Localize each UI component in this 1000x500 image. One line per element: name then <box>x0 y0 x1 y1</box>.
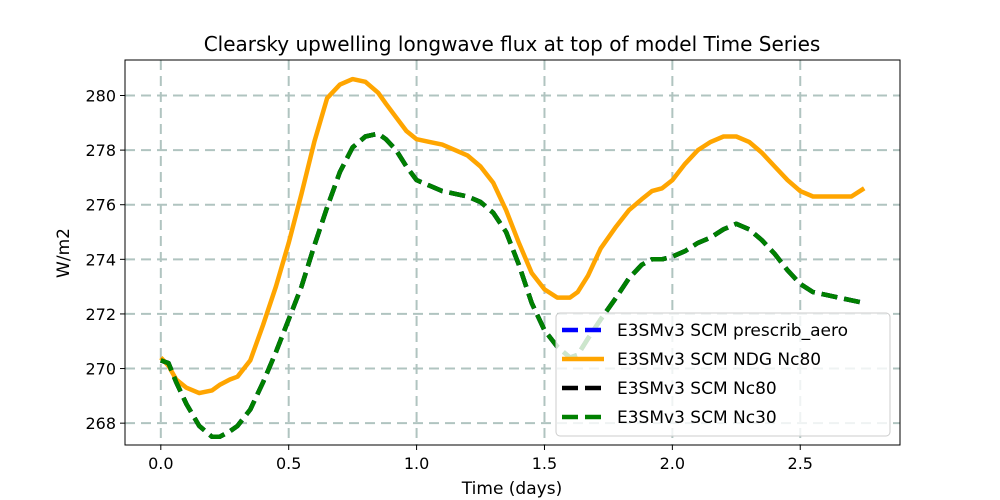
series-lines <box>159 76 866 440</box>
x-tick-label: 1.5 <box>532 454 557 473</box>
x-tick-label: 1.0 <box>404 454 429 473</box>
y-axis: 268 270 272 274 276 278 280 <box>85 86 125 433</box>
y-tick-label: 272 <box>85 305 116 324</box>
plot-frame <box>124 59 901 446</box>
series-line-3 <box>160 131 865 440</box>
chart-title: Clearsky upwelling longwave flux at top … <box>204 32 821 56</box>
x-tick-label: 0.5 <box>276 454 301 473</box>
legend-label: E3SMv3 SCM Nc80 <box>617 379 777 399</box>
legend-label: E3SMv3 SCM NDG Nc80 <box>617 350 821 370</box>
y-tick-label: 278 <box>85 141 116 160</box>
y-tick-label: 270 <box>85 360 116 379</box>
x-axis: 0.0 0.5 1.0 1.5 2.0 2.5 <box>148 445 813 473</box>
y-tick-label: 280 <box>85 86 116 105</box>
legend-box <box>555 312 891 437</box>
x-tick-label: 2.5 <box>788 454 813 473</box>
y-tick-label: 274 <box>85 250 116 269</box>
x-tick-label: 2.0 <box>660 454 685 473</box>
legend: E3SMv3 SCM prescrib_aero E3SMv3 SCM NDG N… <box>555 312 891 437</box>
y-axis-label: W/m2 <box>54 228 74 278</box>
y-tick-label: 276 <box>85 196 116 215</box>
x-axis-label: Time (days) <box>461 479 562 499</box>
series-line-1 <box>159 76 866 396</box>
y-tick-label: 268 <box>85 414 116 433</box>
x-tick-label: 0.0 <box>148 454 173 473</box>
legend-label: E3SMv3 SCM prescrib_aero <box>617 321 848 341</box>
legend-label: E3SMv3 SCM Nc30 <box>617 408 777 428</box>
